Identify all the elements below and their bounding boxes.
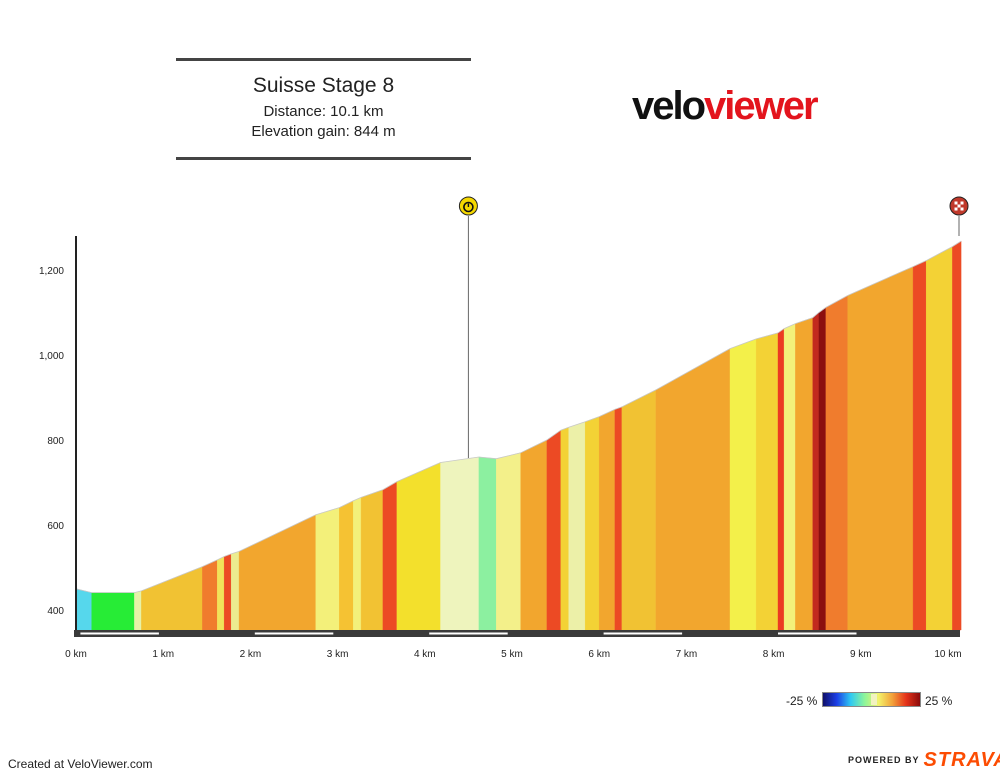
x-axis-km-stripe (778, 632, 857, 635)
profile-segment (599, 409, 616, 631)
profile-segment (783, 323, 796, 631)
finish-flag-check (960, 201, 964, 205)
x-tick-label: 2 km (240, 649, 262, 660)
profile-segment (585, 416, 600, 631)
profile-segment (315, 507, 340, 631)
profile-segment (795, 317, 813, 631)
x-tick-label: 4 km (414, 649, 436, 660)
finish-flag-check (957, 204, 961, 208)
finish-flag-check (960, 207, 964, 211)
profile-segment (614, 406, 623, 631)
profile-segment (440, 456, 480, 631)
profile-segment (339, 500, 354, 631)
x-tick-label: 5 km (501, 649, 523, 660)
profile-segment (655, 348, 731, 631)
veloviewer-logo: veloviewer (632, 84, 819, 129)
powered-by-strava: POWERED BYSTRAVA (848, 749, 1000, 772)
x-tick-label: 6 km (588, 649, 610, 660)
logo-part-viewer: viewer (704, 84, 819, 128)
legend-zero-mark (871, 694, 877, 705)
profile-segment (818, 307, 827, 631)
finish-flag-check (954, 201, 958, 205)
logo-part-velo: velo (632, 84, 706, 128)
y-tick-label: 600 (47, 521, 64, 532)
profile-segment (496, 452, 521, 631)
profile-segment (75, 588, 92, 631)
stage-elevation-gain: Elevation gain: 844 m (251, 123, 396, 140)
stage-info-box: Suisse Stage 8 Distance: 10.1 km Elevati… (176, 58, 471, 160)
profile-segment (756, 332, 779, 631)
profile-segment (202, 559, 218, 631)
profile-segment (217, 556, 225, 631)
x-tick-label: 7 km (676, 649, 698, 660)
profile-segment (777, 328, 785, 631)
x-axis-km-stripe (254, 632, 334, 635)
profile-segment (952, 240, 962, 631)
y-tick-label: 1,000 (39, 351, 64, 362)
profile-segment (621, 389, 657, 631)
profile-segment (478, 456, 497, 631)
profile-segment (568, 421, 586, 631)
profile-segment (847, 266, 914, 631)
title-rule-top (176, 58, 471, 61)
stage-distance: Distance: 10.1 km (263, 103, 384, 120)
powered-by-label: POWERED BY (848, 755, 920, 765)
strava-logo: STRAVA (923, 749, 1000, 771)
profile-outline (75, 240, 962, 593)
profile-segment (230, 551, 240, 631)
x-axis-km-stripe (429, 632, 508, 635)
profile-segment (912, 260, 927, 631)
profile-segment (91, 592, 135, 631)
legend-min-label: -25 % (786, 694, 818, 708)
profile-segment (223, 553, 232, 631)
profile-segment (546, 429, 561, 631)
profile-segment (560, 427, 569, 631)
profile-segment (360, 489, 384, 631)
x-tick-label: 10 km (934, 649, 961, 660)
stage-title: Suisse Stage 8 (252, 74, 395, 97)
x-tick-label: 9 km (850, 649, 872, 660)
x-axis-km-stripe (603, 632, 683, 635)
x-tick-label: 3 km (327, 649, 349, 660)
profile-segment (238, 514, 316, 631)
y-tick-label: 400 (47, 606, 64, 617)
profile-segment (141, 566, 203, 631)
title-rule-bottom (176, 157, 471, 160)
x-tick-label: 0 km (65, 649, 87, 660)
legend-max-label: 25 % (925, 694, 953, 708)
profile-segment (729, 338, 757, 631)
profile-segment (396, 462, 441, 631)
x-tick-label: 8 km (763, 649, 785, 660)
x-tick-label: 1 km (152, 649, 174, 660)
profile-segment (926, 246, 953, 631)
profile-segment (520, 439, 548, 631)
profile-segment (812, 312, 820, 631)
profile-segment (382, 481, 398, 631)
gradient-legend-bar (822, 692, 921, 707)
profile-segment (825, 295, 848, 631)
x-axis-km-stripe (80, 632, 159, 635)
profile-segment (134, 590, 142, 631)
created-at-text: Created at VeloViewer.com (8, 757, 153, 771)
finish-flag-check (954, 207, 958, 211)
x-axis-band (74, 630, 960, 637)
stopwatch-face (463, 201, 474, 213)
y-tick-label: 800 (47, 436, 64, 447)
profile-segment (353, 497, 362, 631)
y-tick-label: 1,200 (39, 266, 64, 277)
